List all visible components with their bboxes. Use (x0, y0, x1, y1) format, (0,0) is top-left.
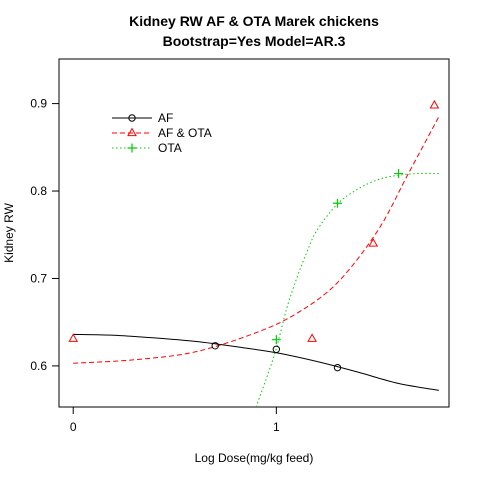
point-af (211, 342, 219, 350)
point-af (333, 363, 342, 372)
y-tick-label: 0.8 (30, 184, 47, 198)
x-tick-label: 1 (273, 420, 280, 434)
legend-marker-af-ota (127, 127, 137, 137)
chart-title: Kidney RW AF & OTA Marek chickens (129, 13, 379, 29)
y-tick-label: 0.9 (30, 97, 47, 111)
curve-af-ota (73, 116, 440, 364)
curve-af (73, 333, 439, 391)
y-axis-label: Kidney RW (2, 202, 16, 262)
legend-marker-ota (127, 143, 137, 153)
y-axis: 0.6 0.7 0.8 0.9 (30, 97, 60, 373)
point-af (272, 345, 281, 353)
point-af-ota (307, 333, 317, 342)
chart-subtitle: Bootstrap=Yes Model=AR.3 (163, 33, 346, 49)
point-ota (332, 198, 342, 208)
legend-label-ota: OTA (158, 141, 182, 155)
y-tick-label: 0.7 (30, 271, 47, 285)
y-tick-label: 0.6 (30, 359, 47, 373)
point-af-ota (368, 238, 379, 247)
point-ota (271, 335, 281, 345)
point-af-ota (429, 99, 440, 109)
legend-label-af-ota: AF & OTA (158, 126, 212, 140)
x-tick-label: 0 (70, 420, 77, 434)
point-ota (394, 169, 404, 179)
data-markers (68, 99, 440, 372)
point-af-ota (68, 333, 79, 342)
legend-marker-af (128, 114, 136, 122)
x-axis-label: Log Dose(mg/kg feed) (195, 451, 314, 465)
legend-label-af: AF (158, 111, 173, 125)
